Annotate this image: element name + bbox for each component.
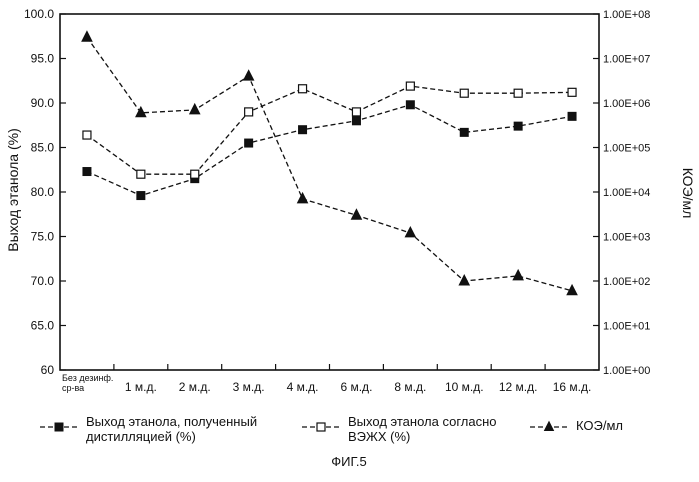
data-point-marker — [460, 128, 468, 136]
legend-label: Выход этанола согласно — [348, 414, 497, 429]
data-point-marker — [245, 139, 253, 147]
left-tick-label: 100.0 — [24, 7, 54, 21]
y-axis-label-left: Выход этанола (%) — [5, 128, 21, 251]
series-3 — [82, 31, 577, 294]
data-point-marker — [514, 89, 522, 97]
legend-label: ВЭЖХ (%) — [348, 429, 410, 444]
data-point-marker — [351, 209, 361, 219]
x-tick-label: 8 м.д. — [394, 380, 426, 394]
left-tick-label: 90.0 — [31, 96, 55, 110]
legend-item: КОЭ/мл — [530, 418, 623, 433]
figure-caption: ФИГ.5 — [331, 454, 367, 469]
data-point-marker — [406, 82, 414, 90]
data-point-marker — [136, 107, 146, 117]
series-layer — [82, 31, 577, 294]
data-point-marker — [460, 89, 468, 97]
data-point-marker — [406, 101, 414, 109]
x-tick-label: 4 м.д. — [287, 380, 319, 394]
right-tick-label: 1.00E+05 — [603, 143, 650, 155]
left-tick-label: 80.0 — [31, 185, 55, 199]
legend-item: Выход этанола согласноВЭЖХ (%) — [302, 414, 497, 444]
x-tick-label: ср-ва — [62, 383, 84, 393]
data-point-marker — [568, 112, 576, 120]
data-point-marker — [514, 122, 522, 130]
data-point-marker — [137, 192, 145, 200]
x-tick-label: 1 м.д. — [125, 380, 157, 394]
left-tick-label: 75.0 — [31, 230, 55, 244]
legend-label: КОЭ/мл — [576, 418, 623, 433]
x-tick-label: 10 м.д. — [445, 380, 484, 394]
right-tick-label: 1.00E+00 — [603, 365, 650, 377]
data-point-marker — [244, 70, 254, 80]
x-tick-label: 6 м.д. — [340, 380, 372, 394]
series-line — [87, 105, 572, 196]
series-1 — [83, 101, 576, 200]
right-tick-label: 1.00E+04 — [603, 187, 650, 199]
right-tick-label: 1.00E+08 — [603, 9, 650, 21]
data-point-marker — [352, 117, 360, 125]
data-point-marker — [191, 170, 199, 178]
right-tick-label: 1.00E+03 — [603, 232, 650, 244]
data-point-marker — [299, 85, 307, 93]
data-point-marker — [298, 193, 308, 203]
right-tick-label: 1.00E+07 — [603, 54, 650, 66]
data-point-marker — [55, 423, 63, 431]
data-point-marker — [352, 108, 360, 116]
legend-label: Выход этанола, полученный — [86, 414, 257, 429]
legend-label: дистилляцией (%) — [86, 429, 196, 444]
series-2 — [83, 82, 576, 178]
x-tick-label: 3 м.д. — [233, 380, 265, 394]
data-point-marker — [137, 170, 145, 178]
legend-item: Выход этанола, полученныйдистилляцией (%… — [40, 414, 257, 444]
y-axis-label-right: КОЭ/мл — [680, 168, 696, 219]
right-tick-label: 1.00E+02 — [603, 276, 650, 288]
x-tick-label: 2 м.д. — [179, 380, 211, 394]
right-axis: 1.00E+08 1.00E+07 1.00E+06 1.00E+05 1.00E+04… — [593, 9, 650, 377]
series-line — [87, 86, 572, 174]
legend: Выход этанола, полученныйдистилляцией (%… — [40, 414, 623, 444]
data-point-marker — [545, 422, 554, 431]
x-tick-label: 12 м.д. — [499, 380, 538, 394]
data-point-marker — [513, 270, 523, 280]
data-point-marker — [459, 275, 469, 285]
data-point-marker — [405, 227, 415, 237]
right-tick-label: 1.00E+06 — [603, 98, 650, 110]
data-point-marker — [299, 126, 307, 134]
data-point-marker — [568, 88, 576, 96]
left-tick-label: 70.0 — [31, 274, 55, 288]
data-point-marker — [245, 108, 253, 116]
data-point-marker — [83, 131, 91, 139]
data-point-marker — [82, 31, 92, 41]
x-axis: Без дезинф.ср-ва 1 м.д. 2 м.д. 3 м.д. 4 м.д.… — [62, 364, 591, 394]
series-line — [87, 37, 572, 291]
left-tick-label: 65.0 — [31, 319, 55, 333]
x-tick-label: 16 м.д. — [553, 380, 592, 394]
x-tick-label: Без дезинф. — [62, 373, 113, 383]
left-tick-label: 85.0 — [31, 141, 55, 155]
data-point-marker — [190, 104, 200, 114]
left-tick-label: 60 — [41, 363, 55, 377]
data-point-marker — [83, 168, 91, 176]
left-tick-label: 95.0 — [31, 52, 55, 66]
data-point-marker — [317, 423, 325, 431]
right-tick-label: 1.00E+01 — [603, 321, 650, 333]
